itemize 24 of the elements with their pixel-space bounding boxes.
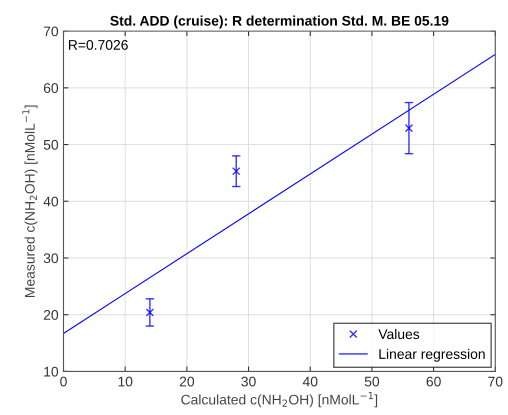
x-tick-label: 70: [488, 376, 502, 386]
chart-title: Std. ADD (cruise): R determination Std. M. BE 05.19: [110, 16, 448, 28]
y-tick-label: 40: [44, 196, 58, 206]
legend-label: Linear regression: [379, 348, 485, 362]
x-tick-label: 20: [180, 376, 194, 386]
y-tick-label: 50: [44, 140, 58, 150]
legend-label: Values: [378, 328, 420, 340]
x-axis-title: Calculated c(NH$_{2}$OH) [nMolL$^{−1}$]: [181, 392, 378, 408]
x-tick-label: 50: [364, 376, 380, 386]
point: [404, 124, 414, 132]
y-axis-title: Measured c(NH$_{2}$OH) [nMolL$^{−1}$]: [22, 105, 38, 298]
y-tick-label: 70: [44, 26, 58, 36]
x-tick-label: 10: [118, 376, 132, 386]
x-tick-label: 60: [426, 376, 441, 386]
annotation: R=0.7026: [68, 40, 128, 50]
x-tick-label: 40: [302, 376, 318, 386]
y-tick-label: 10: [44, 366, 58, 377]
y-tick-label: 20: [44, 310, 58, 320]
x-tick-label: 30: [241, 376, 256, 386]
point: [146, 308, 154, 317]
y-tick-label: 60: [44, 83, 58, 94]
y-tick-label: 30: [44, 253, 58, 264]
x-tick-label: 0: [60, 376, 67, 386]
point: [232, 167, 240, 176]
